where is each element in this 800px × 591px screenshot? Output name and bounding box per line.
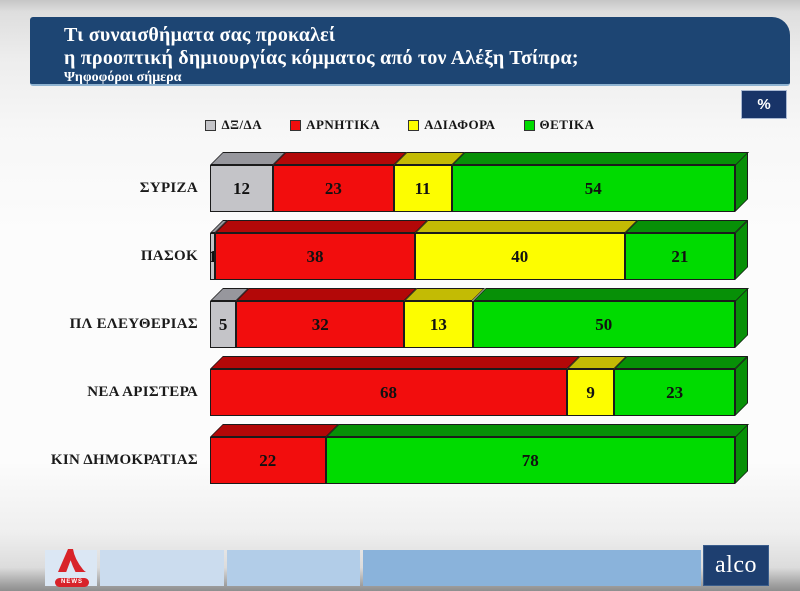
legend-label: ΑΔΙΑΦΟΡΑ bbox=[424, 117, 496, 132]
segment-value: 21 bbox=[671, 246, 689, 266]
segment-value: 54 bbox=[584, 178, 602, 198]
footer-strip bbox=[45, 550, 701, 586]
legend-item: ΔΞ/ΔΑ bbox=[205, 117, 262, 133]
segment-value: 12 bbox=[233, 178, 250, 198]
stacked-bar: 5 32 13 50 bbox=[210, 288, 748, 348]
segment-value: 38 bbox=[306, 246, 324, 266]
bar-segment-top-face bbox=[451, 152, 748, 165]
legend-label: ΑΡΝΗΤΙΚΑ bbox=[306, 117, 381, 132]
segment-value: 9 bbox=[586, 382, 595, 402]
bar-segment: 22 bbox=[210, 437, 326, 484]
bar-segment-top-face bbox=[215, 220, 428, 233]
legend: ΔΞ/ΔΑ ΑΡΝΗΤΙΚΑ ΑΔΙΑΦΟΡΑ ΘΕΤΙΚΑ bbox=[0, 117, 800, 133]
bar-segment: 32 bbox=[236, 301, 405, 348]
segment-value: 23 bbox=[666, 382, 684, 402]
bar-row: ΝΕΑ ΑΡΙΣΤΕΡΑ 68 9 23 bbox=[5, 356, 795, 416]
bar-segment: 38 bbox=[215, 233, 415, 280]
segment-value: 11 bbox=[414, 178, 431, 198]
bar-segment: 40 bbox=[414, 233, 625, 280]
category-label: ΝΕΑ ΑΡΙΣΤΕΡΑ bbox=[87, 384, 198, 400]
bar-segment: 5 bbox=[210, 301, 237, 348]
category-label: ΚΙΝ ΔΗΜΟΚΡΑΤΙΑΣ bbox=[50, 452, 198, 468]
segment-value: 50 bbox=[595, 314, 613, 334]
bar-row: ΠΑΣΟΚ 1 38 40 21 bbox=[5, 220, 795, 280]
bar-segment: 12 bbox=[210, 165, 273, 212]
subtitle: Ψηφοφόροι σήμερα bbox=[64, 70, 182, 85]
bar-row: ΠΛ ΕΛΕΥΘΕΡΙΑΣ 5 32 13 50 bbox=[5, 288, 795, 348]
bar-segment-top-face bbox=[210, 356, 580, 369]
bar-segment-top-face bbox=[624, 220, 748, 233]
legend-item: ΑΔΙΑΦΟΡΑ bbox=[408, 117, 495, 133]
segment-value: 13 bbox=[429, 314, 447, 334]
bar-segment: 21 bbox=[624, 233, 735, 280]
alpha-news-logo: NEWS bbox=[50, 548, 94, 587]
bar-segment-top-face bbox=[614, 356, 748, 369]
question-header: Τι συναισθήματα σας προκαλεί η προοπτική… bbox=[30, 17, 790, 86]
alco-logo: alco bbox=[703, 545, 769, 586]
bar-row: ΚΙΝ ΔΗΜΟΚΡΑΤΙΑΣ 22 78 bbox=[5, 424, 795, 484]
legend-swatch-icon bbox=[408, 119, 420, 131]
stacked-bar: 12 23 11 54 bbox=[210, 152, 748, 212]
segment-value: 78 bbox=[521, 450, 539, 470]
footer-strip-segment bbox=[363, 550, 701, 586]
stacked-bar: 22 78 bbox=[210, 424, 748, 484]
bar-segment: 13 bbox=[404, 301, 473, 348]
legend-swatch-icon bbox=[205, 119, 217, 131]
category-label: ΣΥΡΙΖΑ bbox=[139, 180, 198, 196]
bar-segment-top-face bbox=[414, 220, 638, 233]
alpha-a-icon bbox=[58, 549, 86, 572]
legend-swatch-icon bbox=[290, 119, 302, 131]
stacked-bar: 68 9 23 bbox=[210, 356, 748, 416]
legend-label: ΘΕΤΙΚΑ bbox=[539, 117, 595, 132]
bar-segment-top-face bbox=[210, 424, 339, 437]
bar-segment-top-face bbox=[325, 424, 748, 437]
category-label: ΠΛ ΕΛΕΥΘΕΡΙΑΣ bbox=[69, 316, 198, 332]
title-line-2: η προοπτική δημιουργίας κόμματος από τον… bbox=[64, 47, 579, 69]
bar-segment: 1 bbox=[210, 233, 216, 280]
segment-value: 68 bbox=[380, 382, 397, 402]
segment-value: 1 bbox=[211, 247, 214, 267]
legend-item: ΑΡΝΗΤΙΚΑ bbox=[290, 117, 380, 133]
bar-segment-top-face bbox=[273, 152, 407, 165]
legend-swatch-icon bbox=[523, 119, 535, 131]
bar-segment: 23 bbox=[273, 165, 394, 212]
footer-strip-segment bbox=[100, 550, 224, 586]
bar-segment-top-face bbox=[236, 288, 418, 301]
percent-badge: % bbox=[741, 90, 787, 119]
category-label: ΠΑΣΟΚ bbox=[140, 248, 198, 264]
segment-value: 40 bbox=[511, 246, 529, 266]
bar-segment-top-face bbox=[472, 288, 748, 301]
title-line-1: Τι συναισθήματα σας προκαλεί bbox=[64, 24, 336, 46]
segment-value: 22 bbox=[259, 450, 277, 470]
bar-row: ΣΥΡΙΖΑ 12 23 11 54 bbox=[5, 152, 795, 212]
bar-segment: 50 bbox=[472, 301, 735, 348]
legend-label: ΔΞ/ΔΑ bbox=[221, 117, 263, 132]
segment-value: 5 bbox=[218, 314, 228, 334]
bar-segment: 78 bbox=[325, 437, 735, 484]
stacked-bar: 1 38 40 21 bbox=[210, 220, 748, 280]
chart-rows: ΣΥΡΙΖΑ 12 23 11 54 ΠΑΣΟΚ 1 38 40 21 ΠΛ ΕΛΕΥΘΕΡΙΑΣ 5… bbox=[5, 152, 795, 492]
bar-segment: 11 bbox=[393, 165, 452, 212]
bar-segment: 68 bbox=[210, 369, 567, 416]
segment-value: 23 bbox=[324, 178, 342, 198]
bar-segment: 9 bbox=[567, 369, 615, 416]
legend-item: ΘΕΤΙΚΑ bbox=[523, 117, 595, 133]
bar-segment: 54 bbox=[451, 165, 735, 212]
alpha-news-label: NEWS bbox=[55, 578, 89, 587]
footer-strip-segment bbox=[227, 550, 360, 586]
segment-value: 32 bbox=[311, 314, 329, 334]
bar-segment: 23 bbox=[614, 369, 735, 416]
